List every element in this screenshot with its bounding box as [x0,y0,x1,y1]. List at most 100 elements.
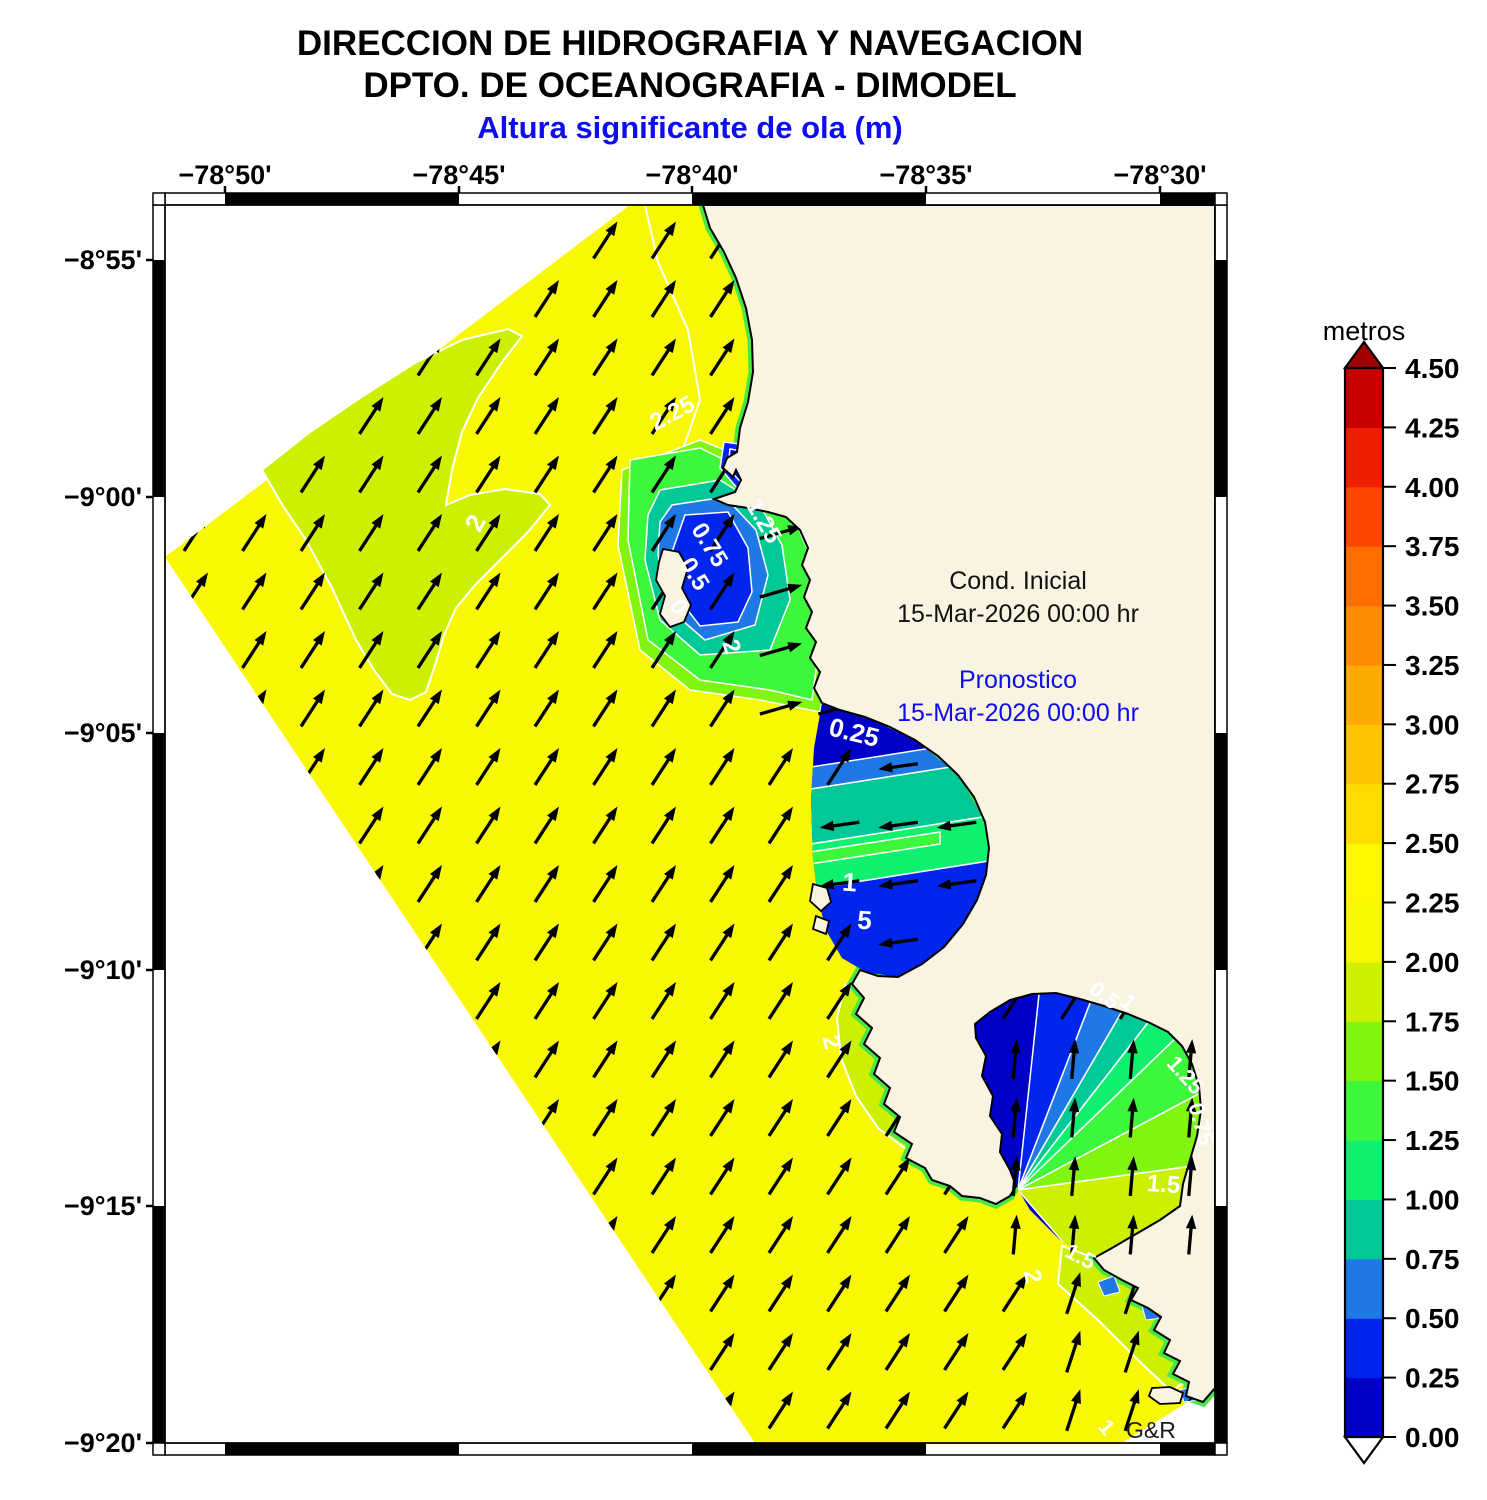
wave-arrow-head [605,338,618,354]
wave-height-patch [260,327,552,702]
wave-arrow [709,873,730,903]
wave-arrow-head [488,923,501,939]
wave-arrow [533,1048,555,1079]
wave-arrow [592,814,613,845]
wave-arrow-head [722,923,735,939]
wave-arrow-head [371,748,384,763]
wave-arrow-head [663,748,676,763]
colorbar-band [1345,1318,1383,1379]
wave-arrow [416,756,438,786]
wave-arrow [592,229,613,260]
initial-condition-date: 15-Mar-2026 00:00 hr [897,600,1139,628]
wave-arrow-head [1071,1272,1081,1287]
wave-arrow [475,346,496,377]
colorbar-band [1345,843,1383,904]
wave-arrow-head [605,572,618,588]
wave-arrow-head [429,923,442,939]
wave-arrow-head [787,642,803,653]
wave-arrow [709,405,730,435]
wave-arrow-head [546,1099,559,1114]
wave-arrow [650,639,672,669]
wave-arrow [1123,1340,1137,1373]
wave-arrow-head [878,937,893,948]
frame-segment [1160,193,1215,205]
wave-arrow [888,820,919,828]
bay-contour-band [811,814,989,891]
colorbar-tick-label: 3.75 [1405,531,1460,562]
wave-arrow-head [605,806,618,822]
wave-arrow [888,937,919,945]
wave-arrow [884,1399,906,1430]
wave-arrow-head [429,455,442,471]
frame-segment [1215,260,1227,497]
wave-arrow-head [488,748,501,763]
colorbar-band [1345,1140,1383,1201]
wave-arrow [650,697,672,728]
wave-arrow-head [546,1040,559,1056]
wave-arrow-head [488,1040,501,1056]
wave-arrow [533,346,555,377]
wave-arrow [709,1282,730,1313]
wave-arrow [709,1341,730,1371]
wave-arrow [1187,1225,1193,1255]
wave-arrow-head [546,982,559,997]
colorbar-band [1345,368,1383,428]
wave-arrow [884,1341,906,1371]
wave-arrow [416,522,438,552]
wave-arrow [533,873,555,903]
wave-arrow [592,1048,613,1079]
wave-arrow [1065,1340,1079,1373]
wave-arrow-head [1010,1097,1021,1112]
wave-arrow [592,697,613,728]
wave-arrow-head [839,748,852,763]
wave-arrow-head [663,806,676,822]
wave-arrow [767,1048,789,1079]
wave-arrow-head [839,1274,852,1290]
wave-arrow-head [819,820,835,831]
wave-arrow-head [546,280,559,295]
wave-arrow-head [780,806,793,822]
wave-arrow-head [488,572,501,588]
y-axis-label: −9°05' [64,718,142,748]
wave-arrow [1123,1282,1137,1315]
wave-arrow [1187,1166,1193,1197]
wave-arrow-head [312,455,325,471]
wave-arrow [592,990,613,1020]
wave-arrow [299,580,321,611]
wave-arrow-head [312,631,325,646]
wave-arrow [826,1165,847,1196]
wave-arrow-head [429,689,442,705]
wave-arrow-head [663,338,676,354]
wave-arrow [767,1107,789,1137]
colorbar-tick-label: 1.50 [1405,1066,1460,1097]
wave-arrow-head [780,865,793,880]
wave-arrow-head [956,1333,969,1348]
wave-arrow-head [1014,1274,1027,1290]
colorbar-band [1345,1199,1383,1260]
wave-arrow [767,1224,789,1254]
wave-arrow [650,229,672,260]
wave-arrow [475,639,496,669]
wave-arrow-head [488,689,501,705]
wave-arrow-head [488,455,501,471]
wave-arrow-head [663,689,676,705]
wave-arrow [759,586,793,599]
wave-arrow [358,639,379,669]
x-axis-label: −78°30' [1113,160,1206,190]
wave-arrow-head [663,1040,676,1056]
wave-arrow [943,1341,964,1371]
wave-arrow [592,1107,613,1137]
wave-arrow [592,639,613,669]
wave-arrow-head [546,514,559,529]
colorbar-tick-label: 4.50 [1405,353,1460,384]
colorbar-band [1345,1021,1383,1082]
frame-segment [1215,733,1227,970]
wave-arrow-head [878,820,893,831]
wave-arrow [884,1282,906,1313]
wave-arrow [709,1048,730,1079]
forecast-date: 15-Mar-2026 00:00 hr [897,699,1139,727]
wave-arrow-head [1071,1330,1081,1346]
map-interior: 2.252 0.750.501.2520.251520.511.250.751.5… [165,205,1215,1443]
wave-arrow-head [663,1216,676,1231]
wave-arrow [475,873,496,903]
